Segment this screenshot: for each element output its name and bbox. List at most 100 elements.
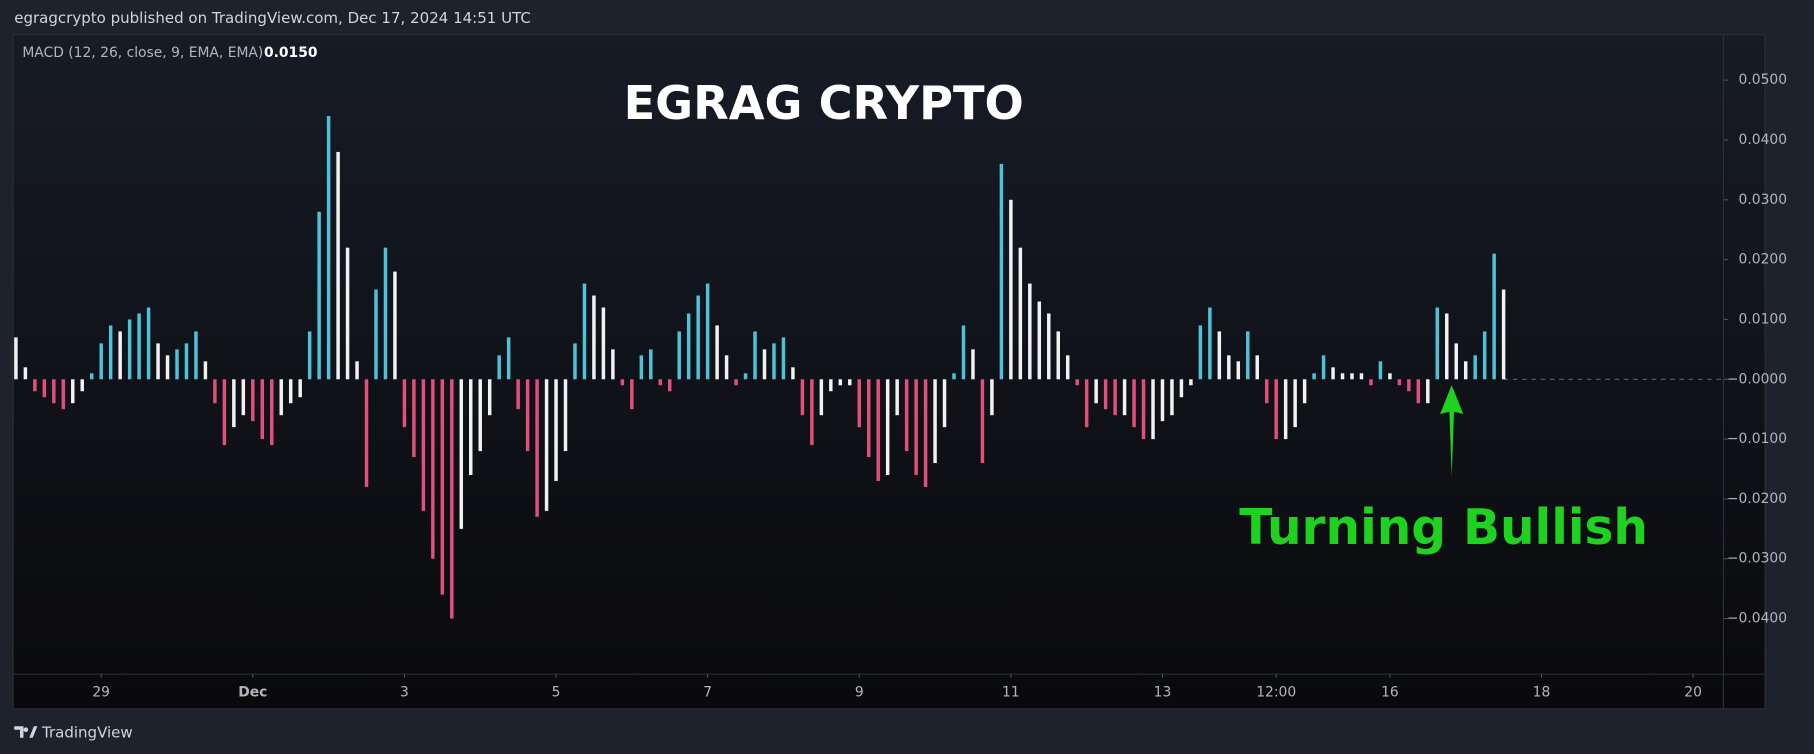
histogram-bar [1009,199,1013,380]
publisher-line: egragcrypto published on TradingView.com… [14,9,531,27]
histogram-bar [127,319,132,380]
histogram-bar [478,379,482,452]
histogram-bar [1283,379,1288,440]
histogram-bar [1501,289,1506,380]
histogram-bar [1227,355,1231,380]
x-tick-label: 3 [400,685,409,701]
x-tick-label: Dec [238,685,267,701]
histogram-bar [326,116,331,380]
histogram-bar [307,331,312,380]
histogram-bar [649,349,653,380]
arrow [1440,385,1464,477]
histogram-bar [819,379,824,416]
histogram-bar [1302,379,1307,404]
y-tick-label: 0.0300 [1739,192,1788,208]
histogram-bar [165,355,170,380]
histogram-bar [1293,379,1297,428]
histogram-bar [288,379,293,404]
histogram-bar [1236,361,1241,380]
y-tick-label: −0.0200 [1727,491,1787,507]
histogram-bar [42,379,47,398]
histogram-bar [1160,379,1165,422]
histogram-bar [829,379,833,392]
histogram-bar [1065,355,1070,380]
histogram-bar [1122,379,1127,416]
histogram-bar [71,379,75,404]
histogram-bar [1435,307,1440,380]
histogram-bar [184,343,189,380]
histogram-bar [942,379,947,428]
y-tick-label: −0.0400 [1727,611,1787,627]
y-tick-label: 0.0100 [1739,311,1788,327]
histogram-bar [630,379,634,410]
histogram-bar [80,379,84,392]
histogram-bar [800,379,805,416]
histogram-bar [885,379,890,475]
histogram-bar [961,325,966,380]
histogram-bar [990,379,994,416]
histogram-bar [459,379,464,529]
histogram-bar [668,379,672,392]
histogram-bar [298,379,302,398]
histogram-bar [677,331,681,380]
histogram-bar [440,379,445,595]
histogram-bar [1321,355,1326,380]
histogram-bar [270,379,274,446]
histogram-bar [601,307,606,380]
histogram-bar [791,367,795,380]
brand: TradingView [41,724,133,742]
histogram-bar [592,295,596,380]
histogram-bar [876,379,880,481]
histogram-bar [1170,379,1174,416]
x-tick-label: 20 [1684,685,1702,701]
histogram-bar [469,379,473,475]
histogram-bar [696,295,700,380]
histogram-bar [1208,307,1212,380]
histogram-bar [175,349,179,380]
histogram-bar [279,379,283,416]
histogram-bar [658,379,663,386]
histogram-bar [14,337,18,380]
histogram-bar [108,325,113,380]
histogram-bar [1378,361,1383,380]
histogram-bar [412,379,416,458]
histogram-bar [952,373,956,380]
histogram-bar [1463,361,1468,380]
histogram-bar [232,379,236,428]
histogram-bar [857,379,861,428]
histogram-bar [1482,331,1487,380]
histogram-bar [213,379,217,404]
histogram-bar [1246,331,1250,380]
histogram-bar [1331,367,1335,380]
histogram-bar [1312,373,1316,380]
histogram-bar [1340,373,1345,380]
histogram-bar [753,331,757,380]
x-tick-label: 16 [1381,685,1399,701]
chart-title: EGRAG CRYPTO [624,76,1024,130]
histogram-bar [999,163,1004,380]
histogram-bar [1028,283,1032,380]
histogram-bar [431,379,435,559]
histogram-bar [1189,379,1193,386]
histogram-bar [194,331,198,380]
x-tick-label: 5 [552,685,561,701]
histogram-bar [1037,301,1042,380]
histogram-bar [971,349,975,380]
histogram-bar [1103,379,1108,410]
histogram-bar [506,337,511,380]
histogram-bar [364,379,369,487]
histogram-bar [1084,379,1089,428]
histogram-bar [1274,379,1278,440]
histogram-bar [1407,379,1411,392]
histogram-bar [1369,379,1373,386]
histogram-bar [1445,313,1449,380]
histogram-bar [1217,331,1222,380]
histogram-bar [563,379,568,452]
histogram-bar [355,361,359,380]
histogram-bar [1198,325,1203,380]
histogram-bar [345,247,350,380]
histogram-bar [1132,379,1136,428]
histogram-bar [904,379,909,452]
histogram-bar [554,379,558,481]
